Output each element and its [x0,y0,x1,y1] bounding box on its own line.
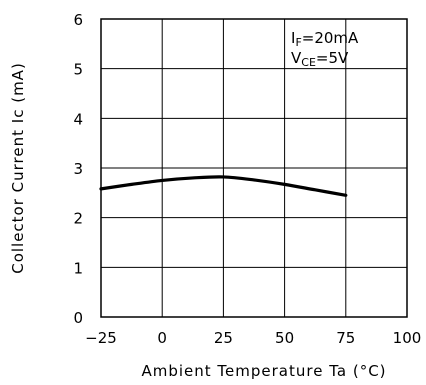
plot-frame [100,18,408,318]
series-line [99,175,348,197]
grid [101,19,407,317]
y-tick-label: 4 [73,110,83,128]
x-axis-label: Ambient Temperature Ta (°C) [141,362,386,380]
x-tick-label: −25 [85,329,117,347]
y-tick-label: 3 [73,160,83,178]
if-value: =20mA [302,29,359,47]
x-tick-label: 75 [336,329,355,347]
x-tick-label: 0 [157,329,167,347]
vce-subscript: CE [301,56,316,69]
x-tick-label: 25 [214,329,233,347]
y-tick-label: 1 [73,259,83,277]
y-tick-label: 5 [73,61,83,79]
if-symbol: I [291,29,295,47]
y-tick-label: 0 [73,309,83,327]
vce-symbol: V [291,49,302,67]
if-subscript: F [295,36,301,49]
y-axis-label: Collector Current Ic (mA) [9,62,27,274]
vce-annotation: VCE=5V [291,49,349,69]
vce-value: =5V [316,49,349,67]
x-tick-label: 100 [393,329,422,347]
y-tick-label: 2 [73,210,83,228]
x-tick-label: 50 [275,329,294,347]
y-tick-label: 6 [73,11,83,29]
if-annotation: IF=20mA [291,29,359,49]
